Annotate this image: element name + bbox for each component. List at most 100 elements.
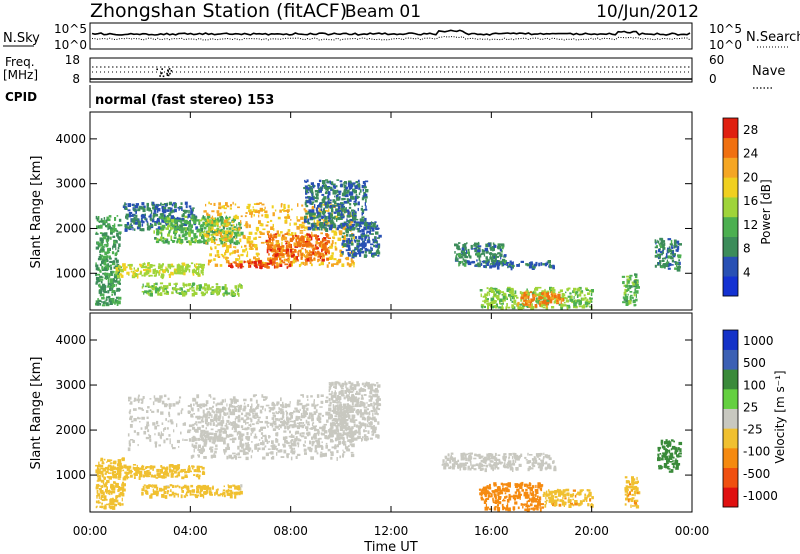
data-cell — [201, 425, 205, 428]
data-cell — [160, 292, 163, 296]
data-cell — [303, 208, 306, 211]
data-cell — [584, 297, 587, 300]
data-cell — [315, 194, 318, 198]
data-cell — [108, 459, 110, 462]
data-cell — [161, 203, 166, 206]
data-cell — [198, 221, 201, 225]
data-cell — [348, 221, 350, 224]
data-cell — [158, 221, 160, 226]
data-cell — [313, 405, 317, 410]
data-cell — [342, 449, 344, 452]
data-cell — [234, 400, 237, 404]
data-cell — [97, 493, 101, 497]
data-cell — [333, 205, 336, 208]
data-cell — [344, 226, 346, 231]
data-cell — [106, 225, 109, 228]
data-cell — [186, 288, 190, 292]
data-cell — [197, 454, 200, 456]
data-cell — [255, 266, 259, 269]
data-cell — [110, 485, 113, 489]
data-cell — [202, 416, 204, 420]
data-cell — [188, 234, 191, 238]
data-cell — [144, 471, 147, 475]
data-cell — [146, 410, 149, 413]
data-cell — [589, 297, 593, 300]
data-cell — [260, 442, 264, 445]
data-cell — [671, 244, 673, 249]
data-cell — [156, 210, 159, 213]
data-cell — [176, 423, 178, 428]
data-cell — [304, 209, 308, 213]
data-cell — [300, 225, 304, 229]
data-cell — [272, 249, 276, 252]
data-cell — [203, 448, 205, 452]
data-cell — [193, 233, 196, 237]
data-cell — [294, 450, 296, 453]
data-cell — [217, 415, 222, 419]
data-cell — [274, 256, 278, 261]
data-cell — [316, 417, 320, 421]
data-cell — [101, 297, 105, 300]
data-cell — [540, 262, 543, 266]
data-cell — [237, 418, 241, 423]
data-region — [115, 262, 205, 280]
data-cell — [311, 226, 314, 230]
data-cell — [360, 242, 364, 247]
data-cell — [222, 226, 225, 230]
data-cell — [130, 223, 132, 225]
data-cell — [363, 226, 366, 230]
data-cell — [247, 426, 250, 430]
data-cell — [314, 200, 318, 203]
data-cell — [350, 225, 352, 228]
data-cell — [194, 292, 198, 295]
data-cell — [559, 289, 563, 293]
data-cell — [367, 225, 371, 230]
data-cell — [621, 275, 626, 278]
data-cell — [95, 231, 98, 235]
station-title: Zhongshan Station (fitACF) — [90, 0, 347, 22]
data-cell — [377, 244, 380, 249]
data-cell — [273, 245, 277, 249]
data-cell — [169, 265, 172, 270]
data-cell — [484, 293, 487, 298]
data-cell — [226, 222, 229, 227]
data-cell — [272, 414, 276, 417]
data-cell — [546, 301, 550, 305]
data-cell — [549, 299, 553, 304]
data-cell — [105, 302, 109, 306]
data-cell — [485, 298, 489, 300]
data-cell — [161, 213, 164, 217]
data-cell — [307, 242, 310, 246]
data-cell — [549, 296, 552, 301]
data-cell — [107, 266, 110, 270]
data-cell — [459, 255, 463, 259]
data-cell — [166, 285, 169, 289]
data-cell — [171, 209, 175, 213]
data-cell — [304, 440, 306, 444]
data-cell — [483, 253, 486, 257]
data-cell — [495, 255, 499, 258]
data-cell — [216, 402, 221, 406]
data-cell — [100, 247, 103, 250]
freq-right-bottom-tick: 0 — [709, 72, 717, 86]
data-cell — [282, 253, 286, 255]
data-cell — [264, 214, 267, 218]
data-cell — [317, 186, 320, 189]
data-cell — [169, 419, 173, 423]
data-cell — [293, 410, 296, 413]
data-cell — [634, 288, 637, 293]
data-cell — [191, 465, 194, 468]
data-cell — [358, 228, 360, 232]
data-cell — [112, 470, 117, 474]
data-cell — [137, 267, 139, 272]
data-cell — [247, 441, 249, 445]
data-cell — [361, 246, 366, 249]
data-cell — [278, 418, 281, 422]
data-cell — [501, 305, 503, 309]
data-cell — [529, 291, 533, 294]
data-cell — [336, 198, 340, 201]
data-cell — [223, 207, 227, 210]
data-region — [95, 215, 123, 307]
data-cell — [106, 486, 108, 490]
data-cell — [534, 304, 538, 308]
